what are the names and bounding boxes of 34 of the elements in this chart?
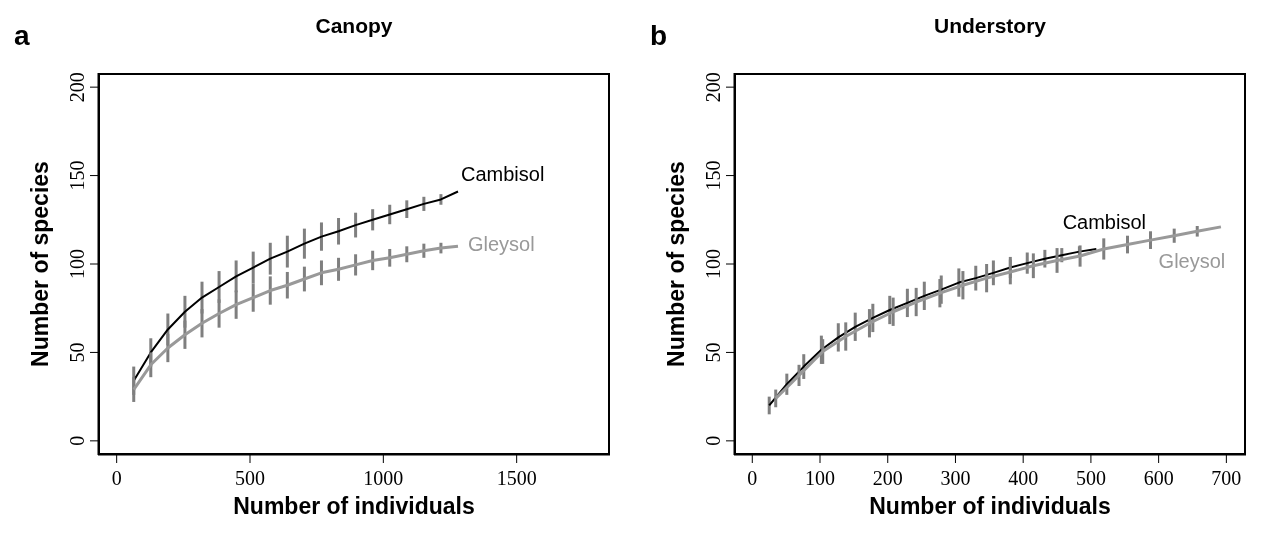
y-tick-label: 150 bbox=[702, 160, 724, 191]
y-tick-label: 200 bbox=[702, 72, 724, 103]
x-tick-label: 1500 bbox=[496, 467, 537, 490]
series-label: Cambisol bbox=[461, 163, 545, 186]
text: a bbox=[14, 20, 30, 52]
x-axis-title: Number of individuals bbox=[868, 493, 1112, 520]
x-tick-label: 600 bbox=[1143, 467, 1174, 490]
x-tick-label: 400 bbox=[1008, 467, 1039, 490]
x-tick-label: 300 bbox=[940, 467, 971, 490]
series-label: Gleysol bbox=[1158, 249, 1226, 272]
x-tick-label: 1000 bbox=[363, 467, 404, 490]
x-axis-title: Number of individuals bbox=[232, 493, 476, 520]
chart-title: Canopy bbox=[314, 14, 394, 38]
x-tick-label: 700 bbox=[1211, 467, 1242, 490]
y-tick-label: 200 bbox=[66, 72, 88, 103]
y-axis-title: Number of species bbox=[26, 160, 54, 369]
y-tick-label: 50 bbox=[66, 342, 88, 363]
series-label: Cambisol bbox=[1062, 210, 1147, 233]
y-tick-label: 100 bbox=[702, 249, 724, 279]
y-tick-label: 100 bbox=[66, 249, 88, 279]
series-label: Gleysol bbox=[468, 233, 535, 256]
x-tick-label: 0 bbox=[747, 467, 758, 490]
x-tick-label: 100 bbox=[805, 467, 836, 490]
chart-title: Understory bbox=[933, 14, 1047, 38]
y-axis-title: Number of species bbox=[662, 160, 690, 369]
x-tick-label: 500 bbox=[235, 467, 265, 490]
x-tick-label: 0 bbox=[111, 467, 122, 490]
x-tick-label: 200 bbox=[872, 467, 903, 490]
y-tick-label: 50 bbox=[702, 342, 724, 363]
y-tick-label: 0 bbox=[702, 435, 724, 446]
text: b bbox=[650, 20, 668, 52]
x-tick-label: 500 bbox=[1075, 467, 1106, 490]
y-tick-label: 0 bbox=[66, 435, 88, 446]
y-tick-label: 150 bbox=[66, 160, 88, 191]
